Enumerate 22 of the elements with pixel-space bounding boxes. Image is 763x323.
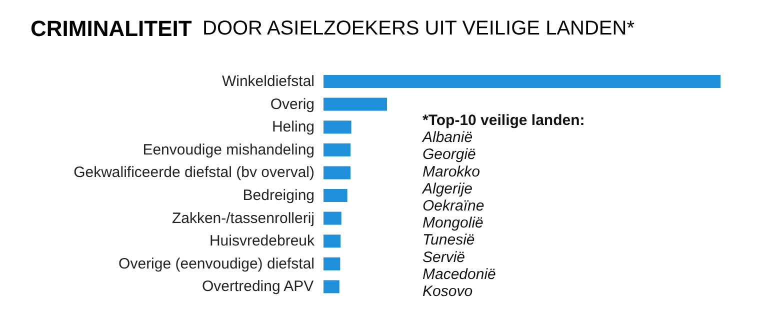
- y-tick-label: Overig: [270, 96, 315, 113]
- bar: [324, 257, 340, 270]
- y-tick-label: Bedreiging: [242, 187, 314, 204]
- bar: [324, 143, 350, 156]
- y-tick-label: Eenvoudige mishandeling: [142, 141, 315, 158]
- bar: [324, 212, 342, 225]
- bar: [324, 120, 352, 134]
- y-tick-label: Overige (eenvoudige) diefstal: [118, 255, 315, 272]
- bar: [324, 234, 341, 248]
- y-tick-label: Huisvredebreuk: [209, 232, 315, 250]
- bar: [324, 166, 350, 180]
- y-tick-label: Zakken-/tassenrollerij: [172, 210, 315, 227]
- chart-title: CRIMINALITEIT DOOR ASIELZOEKERS UIT VEILIGE LANDEN*: [30, 16, 635, 41]
- y-tick-label: Winkeldiefstal: [222, 73, 315, 90]
- y-tick-label: Heling: [272, 118, 315, 136]
- y-tick-label: Overtreding APV: [202, 278, 314, 296]
- bar: [324, 189, 348, 202]
- bar: [324, 75, 720, 88]
- bar: [324, 98, 388, 111]
- bar: [324, 280, 340, 294]
- text: *Top-10 veilige landen: Albanië Georgië Marokko Algerije Oekraïne Mongolië Tunesië Servië Macedonië Kosovo: [422, 112, 585, 300]
- y-tick-label: Gekwalificeerde diefstal (bv overval): [74, 164, 315, 182]
